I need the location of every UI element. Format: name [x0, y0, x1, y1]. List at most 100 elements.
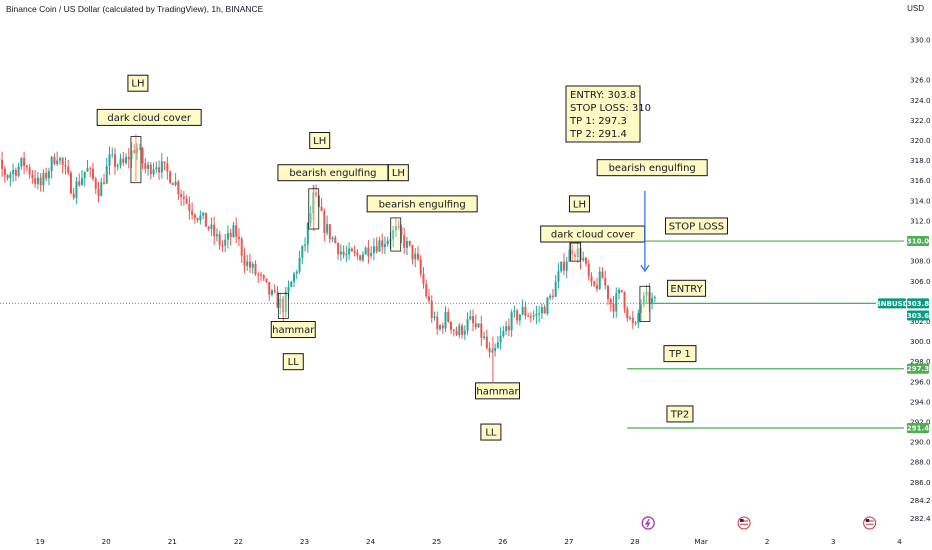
trade-plan-line: STOP LOSS: 310 [570, 103, 651, 114]
candle-body [538, 313, 541, 315]
candle-body [337, 243, 340, 255]
candle-body [268, 282, 271, 295]
candle-body [491, 351, 494, 353]
candle-body [42, 172, 45, 186]
candle-body [100, 182, 103, 197]
price-badge-label: 310.0 [907, 238, 929, 246]
candles [0, 134, 656, 382]
candle-body [185, 198, 188, 204]
candle-body [414, 253, 417, 260]
annotation-box [96, 108, 202, 126]
time-tick-label: 19 [36, 537, 46, 546]
candle-body [359, 255, 362, 261]
candle-body [12, 169, 15, 175]
candle-body [136, 148, 139, 153]
candle-body [204, 212, 207, 227]
candle-body [648, 291, 651, 304]
candle-body [455, 330, 458, 336]
candle-body [290, 281, 293, 287]
candle-body [160, 161, 163, 173]
candle-body [130, 150, 133, 160]
candle-body [89, 168, 92, 170]
pattern-highlight-box [308, 188, 320, 230]
candle-body [69, 172, 72, 194]
time-tick-label: 28 [630, 537, 640, 546]
arrow-head [640, 264, 650, 273]
candle-body [339, 251, 342, 255]
candle-body [78, 181, 81, 185]
trade-plan-background [565, 85, 641, 143]
annotation-text: ENTRY [670, 284, 703, 295]
price-badge: 291.4 [907, 423, 929, 434]
candle-body [191, 210, 194, 215]
flag-icon [863, 516, 877, 530]
candle-body [229, 232, 232, 238]
candle-body [56, 160, 59, 164]
price-badge-bg [907, 363, 929, 374]
annotation-box [667, 279, 707, 297]
price-tick-label: 296.0 [910, 377, 931, 386]
price-badge-bg [907, 423, 929, 434]
candle-body [158, 167, 161, 173]
candle-body [485, 336, 488, 349]
annotation-box [309, 132, 331, 150]
candle-body [364, 247, 367, 255]
candle-body [425, 283, 428, 297]
candle-body [474, 323, 477, 328]
candle-body [383, 244, 386, 247]
price-badge: 303.6 [907, 310, 929, 321]
candle-body [524, 306, 527, 316]
candle-body [36, 177, 39, 184]
candle-body [356, 252, 359, 256]
candle-body [557, 271, 560, 282]
candle-body [353, 251, 356, 253]
candle-body [144, 163, 147, 169]
lightning-icon [641, 516, 655, 530]
candle-body [640, 304, 643, 314]
candle-body [631, 317, 634, 324]
time-tick-label: 22 [234, 537, 243, 546]
annotation-text: LL [485, 428, 497, 439]
time-tick-label: 4 [897, 537, 902, 546]
price-badge-bg [907, 298, 929, 309]
price-badge: BNBUSD [875, 298, 909, 309]
candle-body [582, 258, 585, 261]
candle-body [507, 326, 510, 331]
candle-body [584, 258, 587, 264]
candle-body [243, 255, 246, 266]
candle-body [257, 274, 260, 276]
price-tick-label: 306.0 [910, 277, 931, 286]
price-badge-label: 303.8 [907, 300, 929, 308]
annotation-box [127, 74, 149, 92]
candle-body [34, 178, 37, 184]
flag-icon-canton [865, 519, 870, 522]
candle-body [499, 336, 502, 343]
time-tick-label: 20 [102, 537, 112, 546]
candle-body [116, 165, 119, 167]
candle-body [262, 275, 265, 279]
candle-body [295, 271, 298, 274]
candle-body [301, 245, 304, 258]
candle-body [576, 248, 579, 257]
candle-body [546, 297, 549, 314]
candle-body [111, 154, 114, 156]
candle-body [315, 192, 318, 196]
price-badge-label: 303.6 [907, 312, 929, 320]
price-tick-label: 302.0 [910, 317, 931, 326]
price-tick-label: 316.0 [910, 176, 931, 185]
candle-body [427, 296, 430, 301]
candle-body [177, 181, 180, 194]
candle-body [163, 161, 166, 164]
candle-body [58, 158, 61, 161]
annotation-label: LH [387, 164, 409, 182]
candle-body [607, 285, 610, 300]
candle-body [53, 156, 56, 164]
candle-body [47, 171, 50, 179]
candle-body [397, 226, 400, 228]
candle-body [182, 196, 185, 199]
candle-body [331, 237, 334, 240]
price-tick-label: 292.0 [910, 417, 931, 426]
candle-body [6, 175, 9, 178]
candle-body [433, 316, 436, 318]
candle-body [127, 157, 130, 160]
